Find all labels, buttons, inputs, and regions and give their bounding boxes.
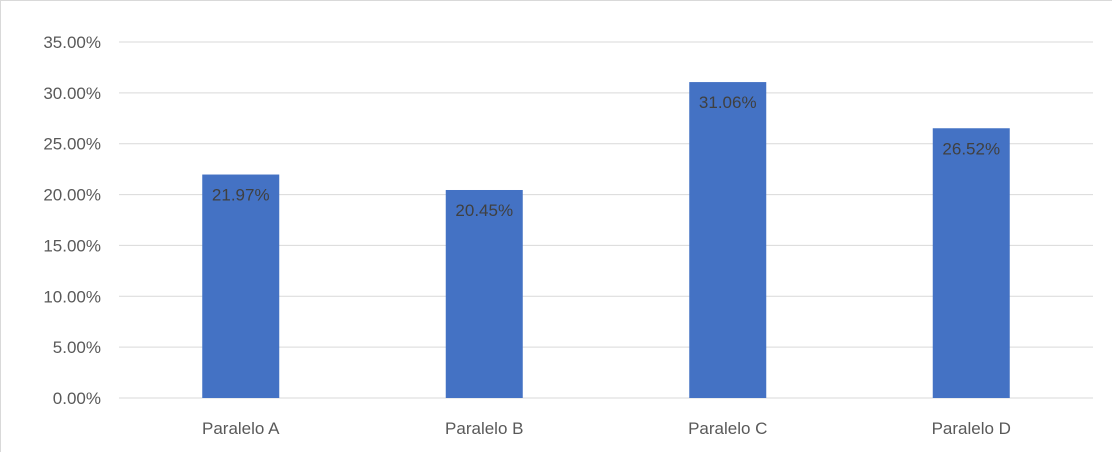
data-label: 21.97%: [212, 186, 270, 205]
bars: [202, 82, 1010, 398]
bar-paralelo-b: [445, 189, 523, 398]
bar-paralelo-d: [932, 128, 1010, 398]
y-tick-label: 20.00%: [43, 186, 101, 205]
data-label: 26.52%: [942, 139, 1000, 158]
y-axis-tick-labels: 0.00% 5.00% 10.00% 15.00% 20.00% 25.00% 30.00%…: [43, 33, 101, 408]
category-label: Paralelo C: [688, 419, 767, 438]
y-tick-label: 15.00%: [43, 236, 101, 255]
data-label: 31.06%: [699, 93, 757, 112]
data-label: 20.45%: [455, 201, 513, 220]
category-label: Paralelo A: [202, 419, 280, 438]
gridlines: [119, 41, 1093, 399]
bar-paralelo-c: [689, 82, 767, 398]
bar-paralelo-a: [202, 174, 280, 398]
y-tick-label: 35.00%: [43, 33, 101, 52]
y-tick-label: 0.00%: [53, 389, 101, 408]
x-axis-category-labels: Paralelo A Paralelo B Paralelo C Paralelo D: [202, 419, 1011, 438]
y-tick-label: 10.00%: [43, 287, 101, 306]
category-label: Paralelo D: [932, 419, 1011, 438]
category-label: Paralelo B: [445, 419, 523, 438]
y-tick-label: 30.00%: [43, 84, 101, 103]
data-labels: 21.97% 20.45% 31.06% 26.52%: [212, 93, 1000, 220]
y-tick-label: 5.00%: [53, 338, 101, 357]
y-tick-label: 25.00%: [43, 135, 101, 154]
